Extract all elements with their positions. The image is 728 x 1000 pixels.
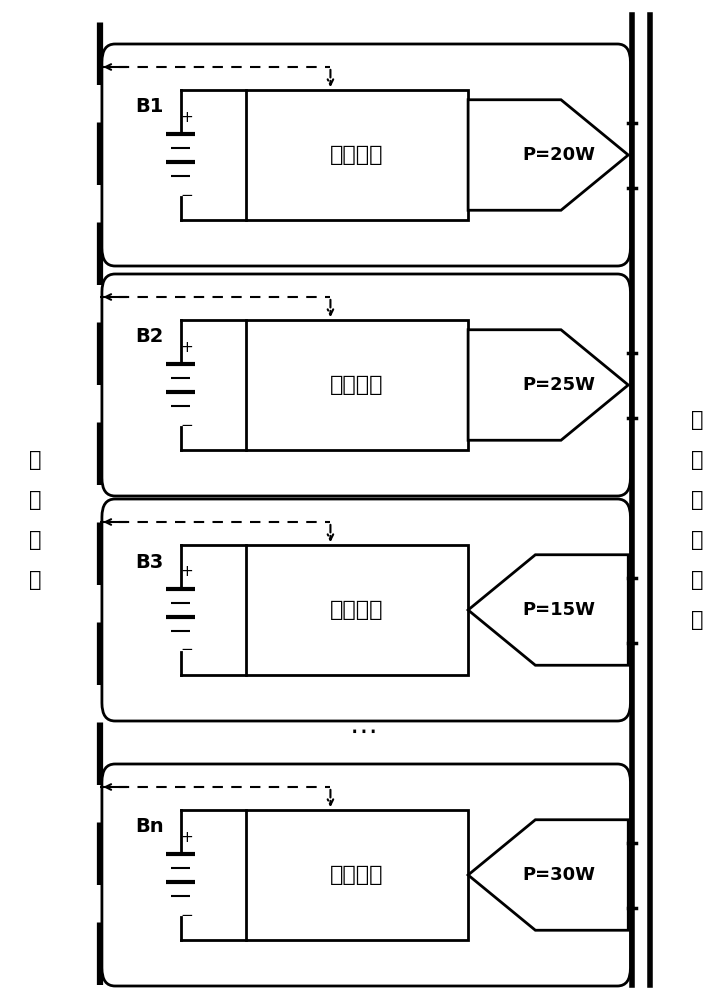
Text: −: −	[180, 908, 193, 922]
Text: 线: 线	[691, 610, 704, 630]
Text: 传: 传	[691, 490, 704, 510]
Text: 线: 线	[28, 570, 41, 590]
Text: +: +	[180, 109, 193, 124]
FancyBboxPatch shape	[102, 499, 630, 721]
FancyBboxPatch shape	[102, 274, 630, 496]
Polygon shape	[468, 555, 628, 665]
Text: −: −	[180, 418, 193, 432]
Polygon shape	[468, 820, 628, 930]
Text: P=15W: P=15W	[523, 601, 596, 619]
Text: 均衡电路: 均衡电路	[331, 865, 384, 885]
Text: +: +	[180, 564, 193, 580]
Text: −: −	[180, 642, 193, 658]
Text: +: +	[180, 340, 193, 355]
Text: 据: 据	[28, 490, 41, 510]
Text: B1: B1	[135, 98, 164, 116]
Text: P=30W: P=30W	[523, 866, 596, 884]
Text: 递: 递	[691, 530, 704, 550]
Text: 均衡电路: 均衡电路	[331, 375, 384, 395]
FancyBboxPatch shape	[246, 810, 468, 940]
Text: 总: 总	[691, 570, 704, 590]
Polygon shape	[468, 330, 628, 440]
Text: +: +	[180, 830, 193, 844]
Text: 总: 总	[28, 530, 41, 550]
Text: 数: 数	[28, 450, 41, 470]
Text: B3: B3	[135, 552, 164, 572]
Text: P=25W: P=25W	[523, 376, 596, 394]
FancyBboxPatch shape	[246, 545, 468, 675]
Text: P=20W: P=20W	[523, 146, 596, 164]
FancyBboxPatch shape	[246, 320, 468, 450]
Text: 量: 量	[691, 450, 704, 470]
Text: B2: B2	[135, 328, 164, 347]
Text: 均衡电路: 均衡电路	[331, 600, 384, 620]
FancyBboxPatch shape	[102, 44, 630, 266]
Text: Bn: Bn	[135, 818, 164, 836]
Text: ⋯: ⋯	[350, 718, 378, 746]
FancyBboxPatch shape	[246, 90, 468, 220]
FancyBboxPatch shape	[102, 764, 630, 986]
Text: −: −	[180, 188, 193, 203]
Polygon shape	[468, 100, 628, 210]
Text: 能: 能	[691, 410, 704, 430]
Text: 均衡电路: 均衡电路	[331, 145, 384, 165]
